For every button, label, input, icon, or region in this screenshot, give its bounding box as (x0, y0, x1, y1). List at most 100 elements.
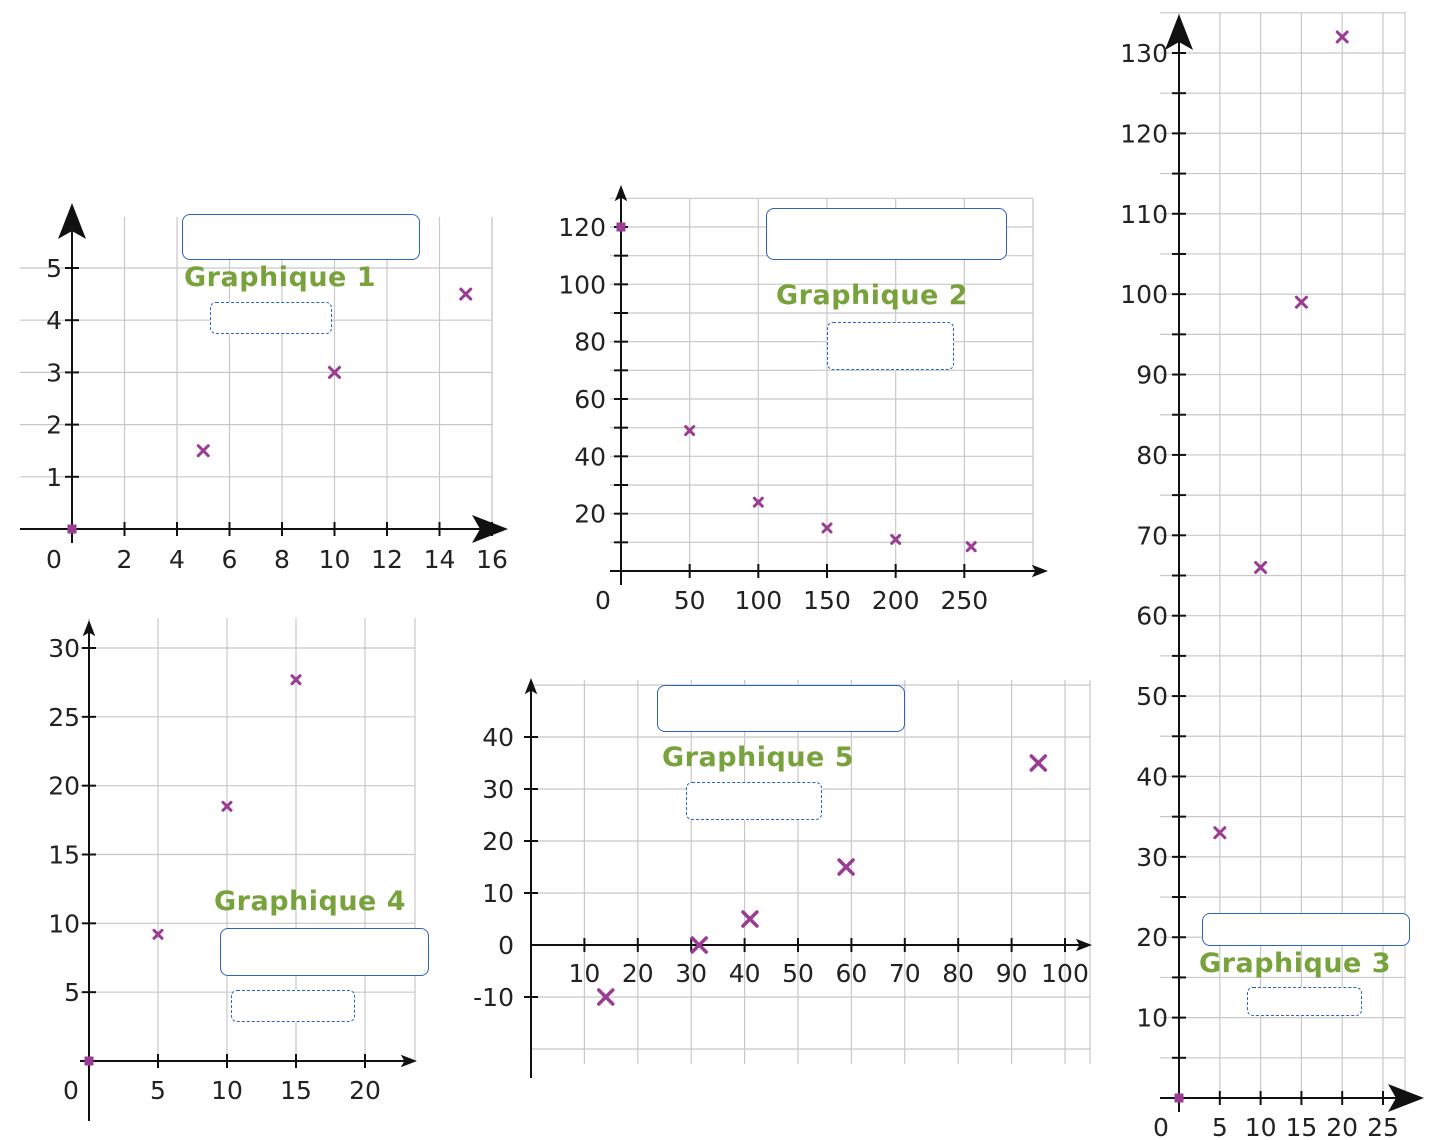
cross-marker-icon (84, 1056, 94, 1066)
answer-box-small-graphique-4[interactable] (231, 990, 355, 1022)
answer-box-small-graphique-3[interactable] (1247, 987, 1362, 1016)
arrow-head-icon (58, 203, 86, 239)
x-tick-label: 0 (63, 1076, 79, 1105)
data-point (597, 988, 615, 1006)
y-tick-label: 20 (48, 772, 80, 801)
x-tick-label: 40 (729, 959, 761, 988)
x-tick-label: 150 (803, 586, 851, 615)
x-tick-label: 50 (674, 586, 706, 615)
chart-title-graphique-3: Graphique 3 (1199, 948, 1392, 979)
y-tick-label: -10 (473, 983, 514, 1012)
cross-marker-icon (1294, 295, 1308, 309)
y-tick-label: 10 (482, 879, 514, 908)
y-tick-label: 4 (46, 306, 62, 335)
cross-marker-icon (67, 524, 77, 534)
cross-marker-icon (1213, 826, 1227, 840)
x-tick-label: 10 (319, 545, 351, 574)
y-tick-label: 30 (48, 634, 80, 663)
cross-marker-icon (1174, 1093, 1184, 1103)
arrow-head-icon (82, 620, 96, 637)
arrow-head-icon (524, 678, 538, 695)
x-tick-label: 6 (222, 545, 238, 574)
x-tick-label: 15 (1285, 1113, 1317, 1140)
y-tick-label: 40 (574, 442, 606, 471)
x-tick-label: 30 (675, 959, 707, 988)
x-tick-label: 250 (940, 586, 988, 615)
data-point (821, 522, 833, 534)
x-tick-label: 200 (872, 586, 920, 615)
y-tick-label: 40 (482, 723, 514, 752)
y-tick-label: 130 (1120, 39, 1168, 68)
x-tick-label: 0 (1153, 1113, 1169, 1140)
y-tick-label: 60 (574, 385, 606, 414)
cross-marker-icon (1029, 754, 1048, 772)
x-tick-label: 20 (1326, 1113, 1358, 1140)
y-tick-label: 40 (1136, 762, 1168, 791)
arrow-head-icon (1388, 1084, 1424, 1112)
data-point (837, 858, 855, 876)
x-tick-label: 2 (117, 545, 133, 574)
data-point (1335, 30, 1349, 44)
answer-box-graphique-3[interactable] (1202, 913, 1410, 946)
y-tick-label: 30 (482, 775, 514, 804)
y-tick-label: 3 (46, 358, 62, 387)
y-tick-label: 25 (48, 703, 80, 732)
answer-box-small-graphique-2[interactable] (827, 322, 954, 370)
answer-box-small-graphique-5[interactable] (686, 782, 822, 820)
y-tick-label: 30 (1136, 843, 1168, 872)
cross-marker-icon (459, 287, 473, 301)
x-tick-label: 80 (942, 959, 974, 988)
x-tick-label: 14 (424, 545, 456, 574)
x-tick-label: 10 (211, 1076, 243, 1105)
answer-box-graphique-5[interactable] (657, 685, 905, 732)
x-tick-label: 5 (150, 1076, 166, 1105)
cross-marker-icon (821, 522, 833, 534)
grid (530, 680, 1091, 1064)
arrow-head-icon (1165, 14, 1193, 50)
x-tick-label: 4 (169, 545, 185, 574)
cross-marker-icon (741, 910, 759, 928)
x-tick-label: 12 (371, 545, 403, 574)
y-tick-label: 80 (1136, 441, 1168, 470)
x-tick-label: 50 (782, 959, 814, 988)
answer-box-graphique-1[interactable] (182, 214, 420, 260)
y-tick-label: 120 (1120, 119, 1168, 148)
cross-marker-icon (752, 496, 764, 508)
y-tick-label: 15 (48, 841, 80, 870)
arrow-head-icon (400, 1054, 417, 1068)
cross-marker-icon (690, 936, 708, 954)
x-tick-label: 25 (1367, 1113, 1399, 1140)
chart-title-graphique-2: Graphique 2 (776, 280, 969, 311)
x-tick-label: 15 (280, 1076, 312, 1105)
data-point (1174, 1093, 1184, 1103)
cross-marker-icon (1254, 560, 1268, 574)
data-point (67, 524, 77, 534)
y-tick-label: 120 (558, 213, 606, 242)
cross-marker-icon (597, 988, 615, 1006)
y-tick-label: 1 (46, 463, 62, 492)
y-tick-label: 100 (1120, 280, 1168, 309)
data-point (752, 496, 764, 508)
y-tick-label: 50 (1136, 682, 1168, 711)
data-point (616, 222, 626, 232)
data-point (890, 533, 902, 545)
arrow-head-icon (472, 515, 508, 543)
cross-marker-icon (152, 928, 164, 940)
x-tick-label: 16 (476, 545, 508, 574)
x-tick-label: 8 (274, 545, 290, 574)
data-point (196, 444, 210, 458)
y-tick-label: 10 (1136, 1004, 1168, 1033)
answer-box-small-graphique-1[interactable] (210, 302, 332, 334)
y-tick-label: 20 (1136, 923, 1168, 952)
answer-box-graphique-4[interactable] (220, 928, 429, 976)
data-point (328, 365, 341, 379)
y-tick-label: 20 (482, 827, 514, 856)
x-tick-label: 0 (595, 586, 611, 615)
y-tick-label: 5 (46, 254, 62, 283)
answer-box-graphique-2[interactable] (766, 208, 1007, 260)
data-point (1029, 754, 1048, 772)
chart-title-graphique-1: Graphique 1 (184, 262, 377, 293)
data-point (221, 800, 233, 812)
cross-marker-icon (328, 365, 341, 379)
